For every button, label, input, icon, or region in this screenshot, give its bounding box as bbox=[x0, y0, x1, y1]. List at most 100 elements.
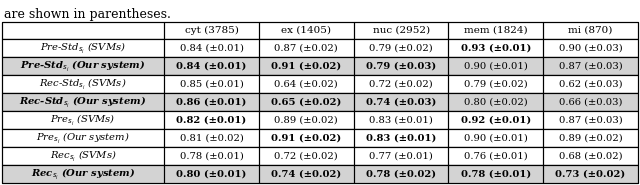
Text: 0.77 (±0.01): 0.77 (±0.01) bbox=[369, 152, 433, 161]
Bar bbox=[259, 22, 354, 39]
Bar bbox=[543, 147, 638, 165]
Text: 0.87 (±0.03): 0.87 (±0.03) bbox=[559, 61, 623, 70]
Text: 0.90 (±0.01): 0.90 (±0.01) bbox=[464, 61, 528, 70]
Bar bbox=[354, 165, 449, 183]
Text: Rec$_{s_i}$ (SVMs): Rec$_{s_i}$ (SVMs) bbox=[50, 149, 116, 164]
Text: 0.93 (±0.01): 0.93 (±0.01) bbox=[461, 43, 531, 53]
Text: mem (1824): mem (1824) bbox=[464, 26, 527, 35]
Text: ex (1405): ex (1405) bbox=[282, 26, 332, 35]
Bar bbox=[449, 57, 543, 75]
Text: 0.90 (±0.01): 0.90 (±0.01) bbox=[464, 134, 528, 142]
Text: 0.76 (±0.01): 0.76 (±0.01) bbox=[464, 152, 528, 161]
Bar bbox=[449, 129, 543, 147]
Bar bbox=[2, 75, 164, 93]
Text: 0.89 (±0.02): 0.89 (±0.02) bbox=[275, 115, 338, 125]
Bar bbox=[259, 129, 354, 147]
Bar bbox=[2, 111, 164, 129]
Text: 0.92 (±0.01): 0.92 (±0.01) bbox=[461, 115, 531, 125]
Text: 0.81 (±0.02): 0.81 (±0.02) bbox=[180, 134, 243, 142]
Bar bbox=[2, 147, 164, 165]
Bar bbox=[449, 165, 543, 183]
Text: mi (870): mi (870) bbox=[568, 26, 613, 35]
Bar bbox=[354, 147, 449, 165]
Text: 0.78 (±0.01): 0.78 (±0.01) bbox=[461, 169, 531, 179]
Bar bbox=[164, 93, 259, 111]
Bar bbox=[354, 93, 449, 111]
Text: nuc (2952): nuc (2952) bbox=[372, 26, 429, 35]
Bar bbox=[2, 39, 164, 57]
Bar bbox=[2, 22, 164, 39]
Text: 0.82 (±0.01): 0.82 (±0.01) bbox=[177, 115, 246, 125]
Bar bbox=[259, 165, 354, 183]
Text: 0.86 (±0.01): 0.86 (±0.01) bbox=[177, 97, 247, 107]
Text: 0.72 (±0.02): 0.72 (±0.02) bbox=[369, 80, 433, 88]
Text: cyt (3785): cyt (3785) bbox=[184, 26, 239, 35]
Text: 0.91 (±0.02): 0.91 (±0.02) bbox=[271, 134, 342, 142]
Bar bbox=[354, 39, 449, 57]
Bar bbox=[354, 57, 449, 75]
Text: 0.83 (±0.01): 0.83 (±0.01) bbox=[369, 115, 433, 125]
Text: Pre-Std$_{s_i}$ (Our system): Pre-Std$_{s_i}$ (Our system) bbox=[20, 58, 146, 73]
Text: 0.87 (±0.03): 0.87 (±0.03) bbox=[559, 115, 623, 125]
Bar bbox=[259, 75, 354, 93]
Bar bbox=[543, 22, 638, 39]
Text: 0.72 (±0.02): 0.72 (±0.02) bbox=[275, 152, 338, 161]
Bar bbox=[164, 22, 259, 39]
Text: 0.79 (±0.02): 0.79 (±0.02) bbox=[369, 43, 433, 53]
Bar bbox=[164, 129, 259, 147]
Bar bbox=[449, 39, 543, 57]
Text: 0.84 (±0.01): 0.84 (±0.01) bbox=[180, 43, 244, 53]
Bar bbox=[2, 57, 164, 75]
Text: 0.74 (±0.03): 0.74 (±0.03) bbox=[366, 97, 436, 107]
Bar bbox=[543, 165, 638, 183]
Text: 0.78 (±0.02): 0.78 (±0.02) bbox=[366, 169, 436, 179]
Bar bbox=[2, 165, 164, 183]
Bar bbox=[354, 129, 449, 147]
Text: 0.66 (±0.03): 0.66 (±0.03) bbox=[559, 97, 622, 107]
Text: 0.65 (±0.02): 0.65 (±0.02) bbox=[271, 97, 342, 107]
Bar bbox=[164, 147, 259, 165]
Text: 0.78 (±0.01): 0.78 (±0.01) bbox=[180, 152, 243, 161]
Bar bbox=[259, 93, 354, 111]
Bar bbox=[2, 93, 164, 111]
Text: 0.84 (±0.01): 0.84 (±0.01) bbox=[177, 61, 247, 70]
Bar bbox=[543, 111, 638, 129]
Text: are shown in parentheses.: are shown in parentheses. bbox=[4, 8, 171, 21]
Bar bbox=[259, 111, 354, 129]
Bar bbox=[2, 147, 638, 165]
Text: 0.89 (±0.02): 0.89 (±0.02) bbox=[559, 134, 623, 142]
Bar bbox=[543, 93, 638, 111]
Bar bbox=[543, 75, 638, 93]
Bar bbox=[543, 39, 638, 57]
Text: 0.64 (±0.02): 0.64 (±0.02) bbox=[275, 80, 338, 88]
Bar bbox=[449, 111, 543, 129]
Bar bbox=[354, 75, 449, 93]
Text: 0.79 (±0.02): 0.79 (±0.02) bbox=[464, 80, 528, 88]
Text: 0.90 (±0.03): 0.90 (±0.03) bbox=[559, 43, 623, 53]
Text: Pre$_{s_i}$ (SVMs): Pre$_{s_i}$ (SVMs) bbox=[51, 112, 116, 127]
Text: 0.91 (±0.02): 0.91 (±0.02) bbox=[271, 61, 342, 70]
Bar bbox=[449, 147, 543, 165]
Bar bbox=[259, 39, 354, 57]
Bar bbox=[449, 75, 543, 93]
Bar bbox=[2, 129, 164, 147]
Bar bbox=[2, 22, 638, 39]
Bar bbox=[543, 129, 638, 147]
Text: Pre$_{s_i}$ (Our system): Pre$_{s_i}$ (Our system) bbox=[36, 130, 130, 146]
Text: 0.68 (±0.02): 0.68 (±0.02) bbox=[559, 152, 623, 161]
Bar bbox=[2, 111, 638, 129]
Bar bbox=[2, 39, 638, 57]
Bar bbox=[164, 75, 259, 93]
Bar bbox=[259, 147, 354, 165]
Text: Rec$_{s_i}$ (Our system): Rec$_{s_i}$ (Our system) bbox=[31, 166, 135, 181]
Bar bbox=[449, 93, 543, 111]
Bar bbox=[449, 22, 543, 39]
Bar bbox=[2, 129, 638, 147]
Text: 0.80 (±0.02): 0.80 (±0.02) bbox=[464, 97, 528, 107]
Text: 0.73 (±0.02): 0.73 (±0.02) bbox=[556, 169, 626, 179]
Text: 0.79 (±0.03): 0.79 (±0.03) bbox=[366, 61, 436, 70]
Text: 0.83 (±0.01): 0.83 (±0.01) bbox=[366, 134, 436, 142]
Bar bbox=[259, 57, 354, 75]
Bar bbox=[164, 165, 259, 183]
Bar bbox=[354, 22, 449, 39]
